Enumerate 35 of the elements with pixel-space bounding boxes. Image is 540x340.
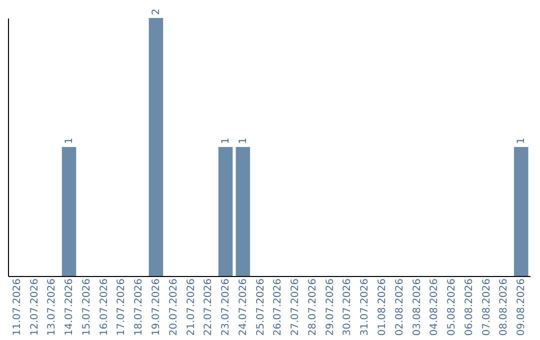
x-tick-label: 04.08.2026 [429, 278, 440, 336]
x-tick-label: 01.08.2026 [377, 278, 388, 336]
x-tick-label: 16.07.2026 [98, 278, 110, 336]
x-tick-label: 05.08.2026 [446, 278, 458, 336]
data-label: 1 [64, 138, 76, 144]
x-tick-label: 26.07.2026 [272, 278, 284, 336]
x-tick-label: 22.07.2026 [203, 278, 214, 336]
x-tick-label: 06.08.2026 [464, 278, 475, 336]
data-label: 1 [238, 138, 249, 144]
x-tick-label: 08.08.2026 [498, 278, 510, 336]
x-tick-label: 31.07.2026 [360, 278, 371, 336]
x-tick-label: 19.07.2026 [150, 278, 162, 336]
x-tick-label: 21.07.2026 [186, 278, 197, 336]
x-tick-label: 20.07.2026 [168, 278, 180, 336]
x-tick-label: 23.07.2026 [220, 278, 232, 336]
x-tick-label: 28.07.2026 [307, 278, 318, 336]
x-tick-label: 11.07.2026 [12, 278, 23, 336]
x-tick-label: 29.07.2026 [324, 278, 336, 336]
x-tick-label: 09.08.2026 [516, 278, 528, 336]
x-tick-label: 30.07.2026 [342, 278, 354, 336]
x-tick-label: 15.07.2026 [81, 278, 92, 336]
x-tick-label: 02.08.2026 [394, 278, 406, 336]
x-tick-label: 03.08.2026 [412, 278, 423, 336]
x-tick-label: 13.07.2026 [46, 278, 58, 336]
x-tick-label: 24.07.2026 [238, 278, 249, 336]
x-tick-label: 12.07.2026 [29, 278, 40, 336]
x-tick-label: 27.07.2026 [290, 278, 302, 336]
x-tick-label: 17.07.2026 [116, 278, 128, 336]
data-label: 1 [220, 138, 232, 144]
x-tick-label: 18.07.2026 [134, 278, 145, 336]
data-label: 2 [150, 8, 162, 15]
x-tick-label: 14.07.2026 [64, 278, 76, 336]
data-label: 1 [516, 138, 528, 144]
x-tick-label: 07.08.2026 [481, 278, 492, 336]
x-tick-label: 25.07.2026 [255, 278, 266, 336]
